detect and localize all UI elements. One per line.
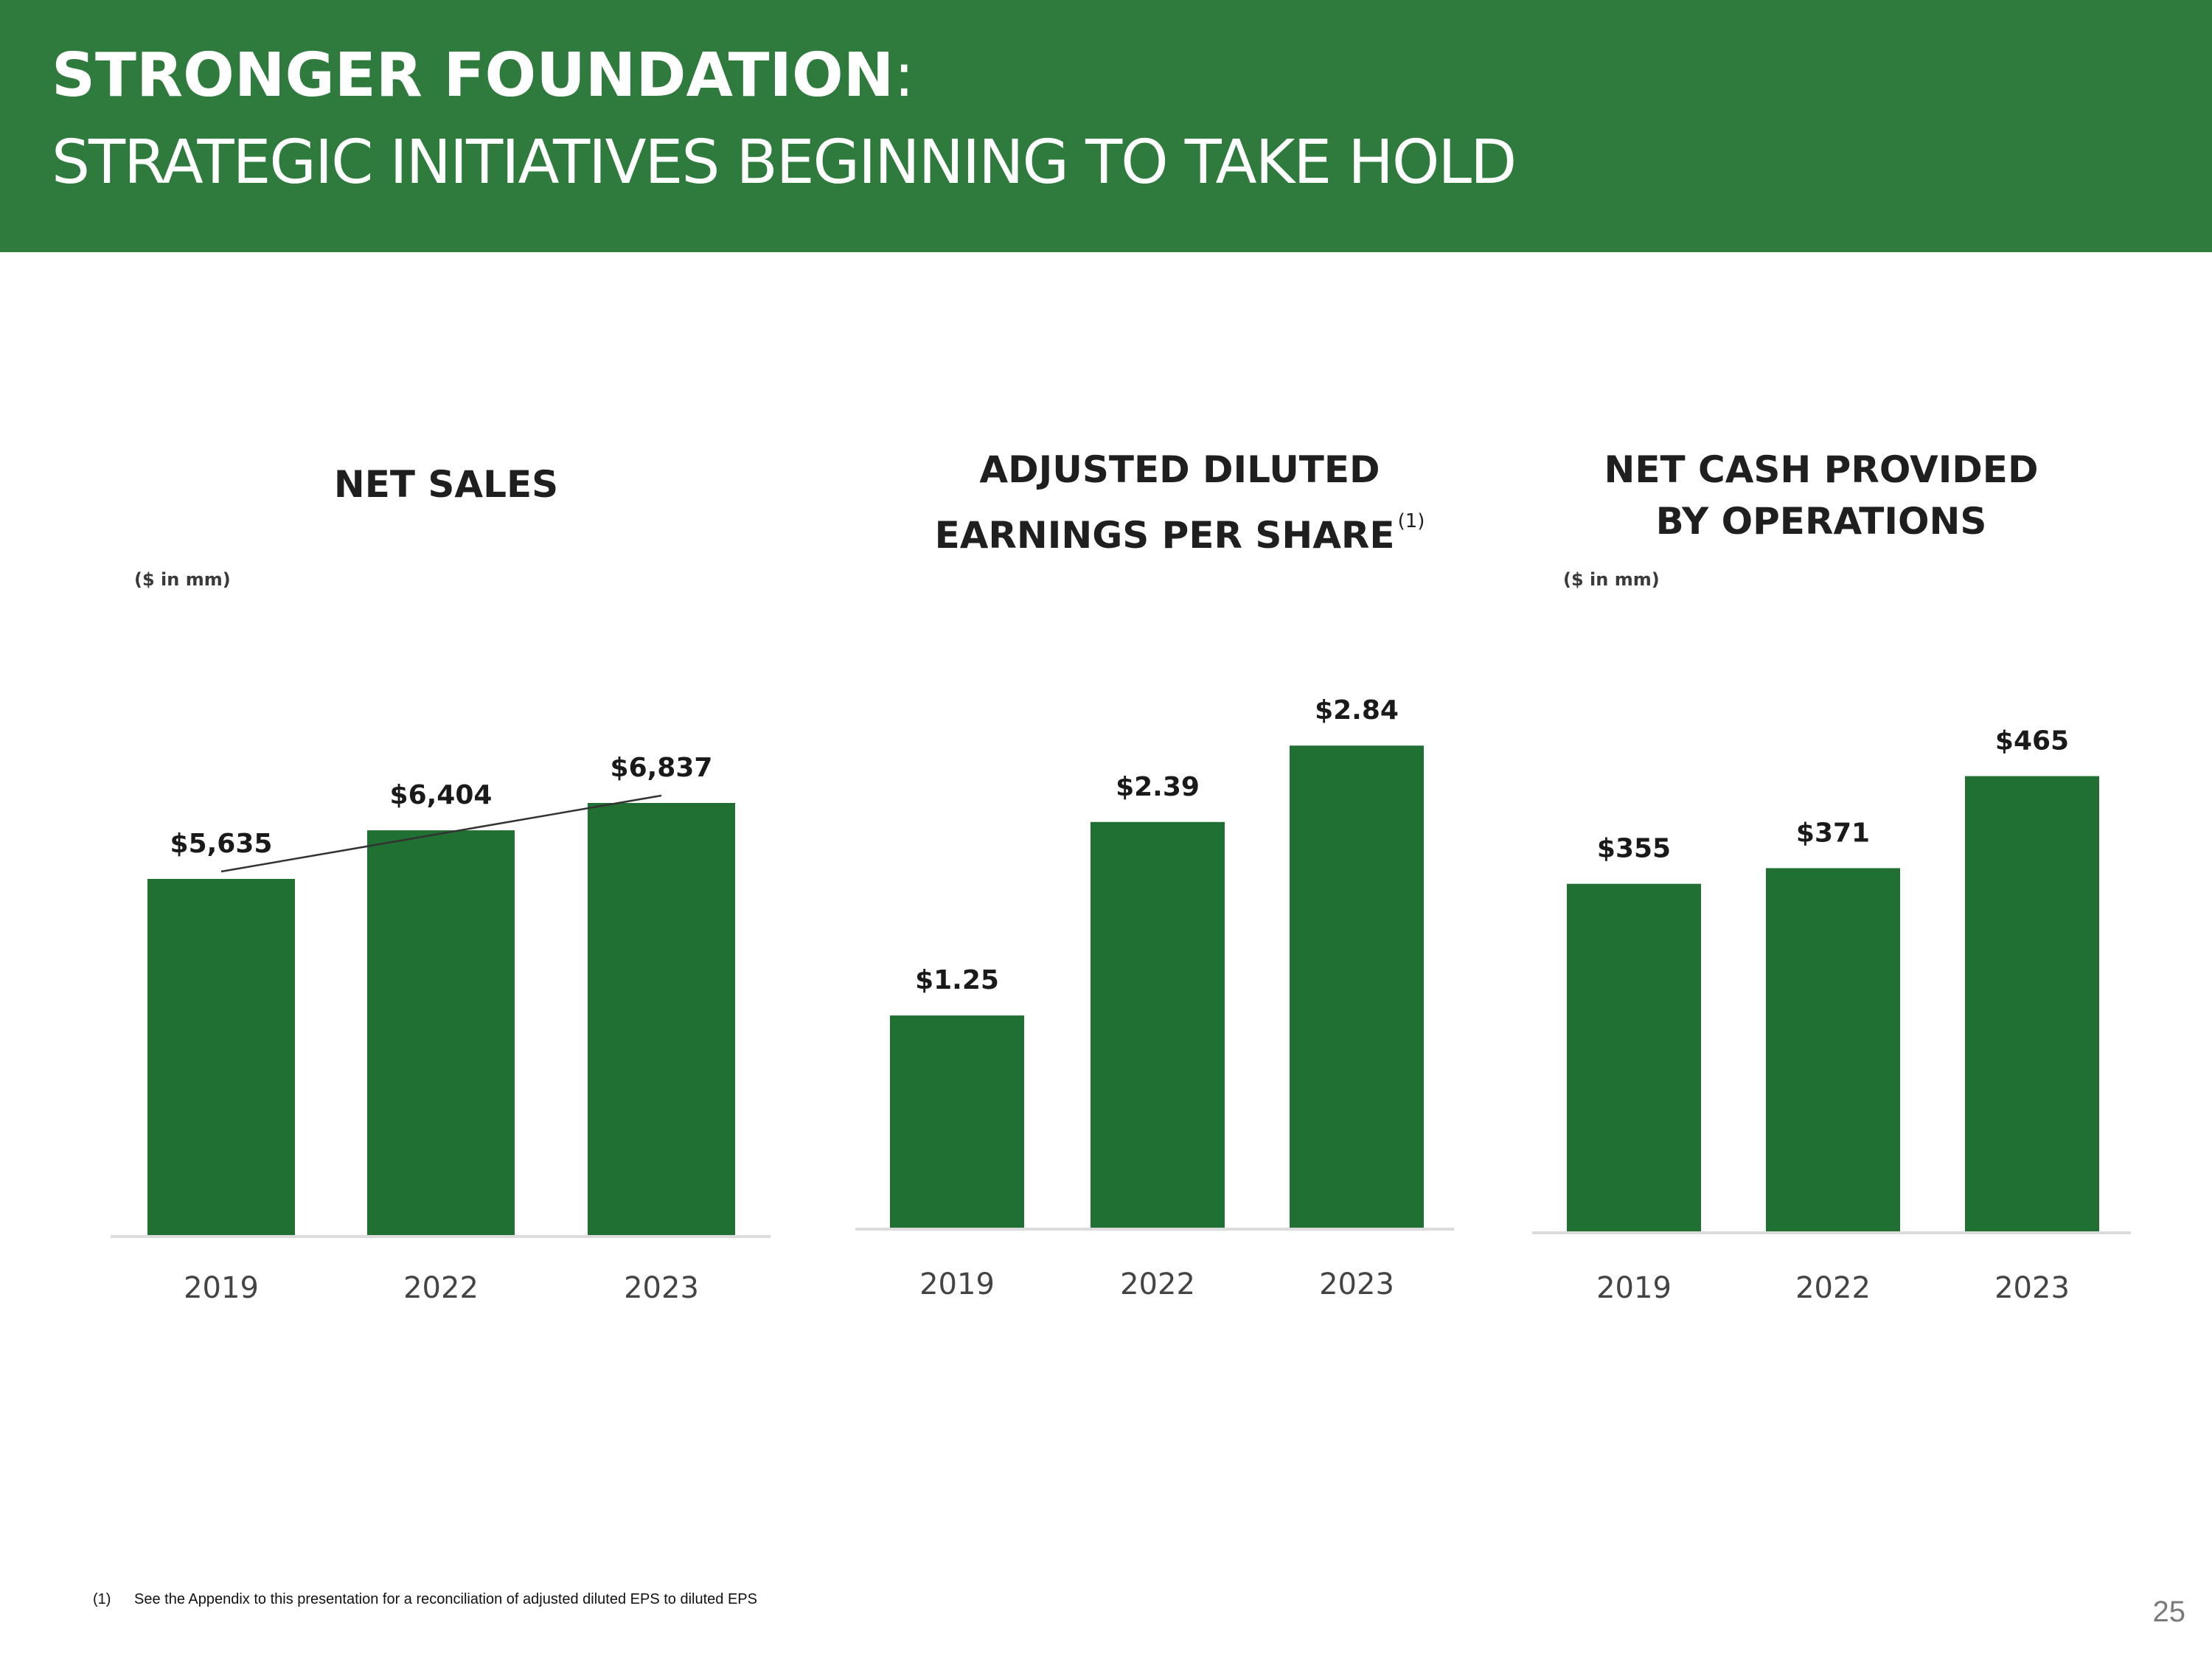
data-label-2019: $355 — [1597, 834, 1671, 864]
x-tick-label-2023: 2023 — [1319, 1267, 1394, 1301]
data-label-2019: $1.25 — [915, 965, 999, 995]
x-tick-label-2019: 2019 — [184, 1271, 259, 1305]
footnote: (1) See the Appendix to this presentation… — [93, 1591, 757, 1608]
page-number: 25 — [2152, 1596, 2186, 1628]
x-tick-label-2023: 2023 — [624, 1271, 699, 1305]
data-label-2023: $465 — [1995, 726, 2069, 757]
data-label-2023: $2.84 — [1315, 695, 1399, 726]
data-label-2019: $5,635 — [170, 829, 273, 859]
chart-adjusted-eps: $1.25 2019 $2.39 2022 $2.84 2023 — [855, 695, 1454, 1301]
bar-2019 — [1567, 883, 1701, 1231]
footnote-text: See the Appendix to this presentation fo… — [134, 1591, 757, 1607]
bar-2022 — [1091, 821, 1225, 1228]
x-tick-label-2022: 2022 — [1120, 1267, 1195, 1301]
footnote-reference-marker: (1) — [1397, 510, 1425, 532]
bar-2022 — [1766, 868, 1900, 1231]
chart-title-net-sales: NET SALES — [333, 463, 559, 506]
data-label-2022: $371 — [1796, 818, 1870, 848]
x-tick-label-2022: 2022 — [1795, 1271, 1871, 1305]
trend-line — [220, 794, 662, 873]
unit-label-net-cash: ($ in mm) — [1563, 569, 1660, 590]
bar-2023 — [588, 802, 735, 1235]
bar-2023 — [1290, 745, 1424, 1228]
data-label-2022: $6,404 — [390, 780, 493, 810]
data-label-2023: $6,837 — [611, 753, 713, 783]
footnote-marker: (1) — [93, 1591, 111, 1607]
x-tick-label-2022: 2022 — [403, 1271, 479, 1305]
bar-2019 — [890, 1015, 1024, 1228]
x-tick-label-2019: 2019 — [919, 1267, 995, 1301]
unit-label-net-sales: ($ in mm) — [134, 569, 231, 590]
x-tick-label-2019: 2019 — [1596, 1271, 1672, 1305]
chart-net-sales: $5,635 2019 $6,404 2022 $6,837 2023 — [111, 753, 771, 1305]
bar-2019 — [147, 879, 295, 1235]
page-title: STRONGER FOUNDATION: — [52, 41, 914, 111]
header-banner: STRONGER FOUNDATION: STRATEGIC INITIATIV… — [0, 0, 2212, 252]
bar-2023 — [1965, 776, 2099, 1231]
bar-2022 — [367, 830, 515, 1235]
chart-title-adjusted-eps: ADJUSTED DILUTED EARNINGS PER SHARE (1) — [934, 448, 1425, 557]
x-tick-label-2023: 2023 — [1994, 1271, 2070, 1305]
chart-title-net-cash: NET CASH PROVIDED BY OPERATIONS — [1604, 448, 2039, 543]
chart-net-cash: $355 2019 $371 2022 $465 2023 — [1532, 726, 2131, 1305]
data-label-2022: $2.39 — [1116, 772, 1200, 802]
page-subtitle: STRATEGIC INITIATIVES BEGINNING TO TAKE … — [52, 128, 1517, 198]
